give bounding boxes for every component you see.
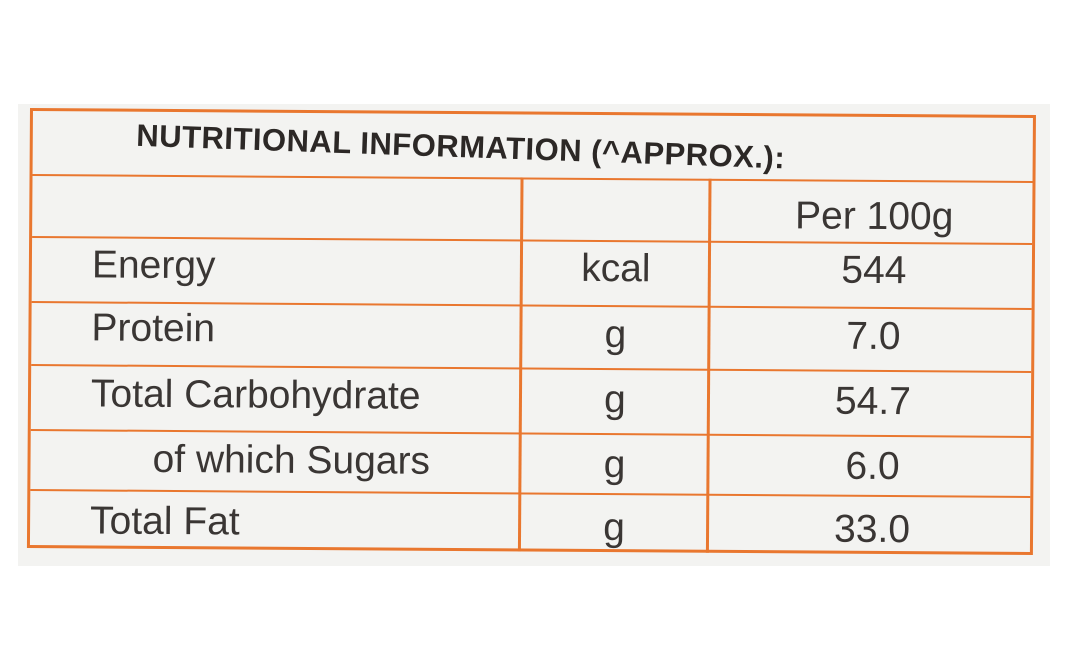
label-background: [18, 104, 1050, 566]
row-unit-sugars: g: [603, 443, 626, 487]
row-value-total-fat: 33.0: [833, 507, 911, 552]
column-divider: [705, 178, 712, 553]
row-name-protein: Protein: [91, 306, 216, 351]
row-value-total-carbohydrate: 54.7: [834, 379, 912, 424]
row-divider: [31, 364, 1032, 373]
nutrition-table: NUTRITIONAL INFORMATION (^APPROX.): Per …: [26, 108, 1036, 556]
header-unit: [522, 194, 710, 195]
header-per-100g: Per 100g: [794, 194, 954, 239]
row-unit-energy: kcal: [581, 246, 651, 291]
row-value-energy: 544: [841, 248, 907, 293]
row-divider: [30, 489, 1031, 498]
row-name-energy: Energy: [91, 243, 216, 288]
row-value-sugars: 6.0: [845, 444, 900, 489]
table-title: NUTRITIONAL INFORMATION (^APPROX.):: [135, 117, 786, 176]
row-unit-total-carbohydrate: g: [603, 378, 626, 422]
row-value-protein: 7.0: [846, 314, 901, 359]
row-unit-protein: g: [604, 313, 627, 357]
title-divider: [32, 174, 1033, 184]
row-unit-total-fat: g: [603, 506, 626, 550]
row-name-total-fat: Total Fat: [89, 499, 240, 544]
column-divider: [517, 177, 524, 552]
row-name-sugars: of which Sugars: [152, 437, 431, 483]
row-divider: [30, 429, 1031, 438]
row-name-total-carbohydrate: Total Carbohydrate: [90, 372, 421, 418]
